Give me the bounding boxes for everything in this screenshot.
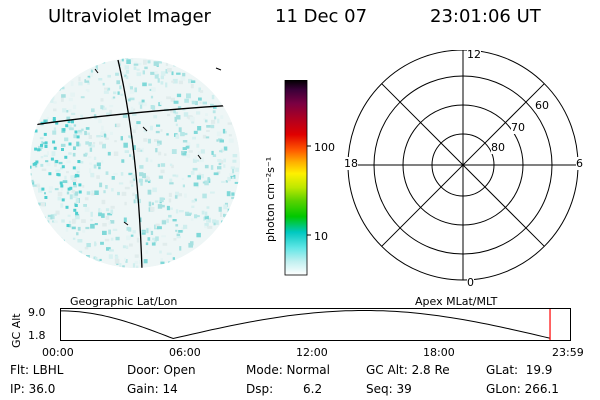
auroral-image — [30, 58, 240, 268]
geo-longitude-status: GLon: 266.1 — [486, 382, 559, 396]
image-time: 23:01:06 UT — [430, 6, 541, 27]
dsp-value: 6.2 — [303, 382, 323, 396]
color-scale-bar — [284, 80, 311, 276]
y-tick-9: 9.0 — [28, 306, 46, 319]
gain-status: Gain: 14 — [127, 382, 178, 396]
mode-status: Mode: Normal — [246, 363, 330, 377]
colorbar-unit-label: photon cm⁻²s⁻¹ — [264, 156, 277, 242]
longitude-line — [117, 59, 143, 268]
mlt-label-dawn: 6 — [576, 157, 583, 170]
x-tick-1800: 18:00 — [423, 346, 455, 359]
instrument-title: Ultraviolet Imager — [48, 6, 211, 27]
mlt-label-dusk: 18 — [344, 157, 358, 170]
x-tick-1200: 12:00 — [296, 346, 328, 359]
mlat-label-80: 80 — [491, 141, 505, 154]
mlat-label-70: 70 — [511, 121, 525, 134]
orbit-altitude-plot — [60, 308, 571, 341]
sequence-status: Seq: 39 — [366, 382, 412, 396]
filter-status: Flt: LBHL — [10, 363, 64, 377]
mlat-label-60: 60 — [535, 99, 549, 112]
dsp-label: Dsp: — [246, 382, 274, 396]
ip-status: IP: 36.0 — [10, 382, 56, 396]
mlt-label-midnight: 0 — [467, 276, 474, 289]
latitude-line — [30, 104, 236, 128]
colorbar-tick-100: 100 — [314, 141, 335, 154]
orbit-altitude-curve — [60, 310, 550, 340]
x-tick-2359: 23:59 — [552, 346, 584, 359]
gc-altitude-status: GC Alt: 2.8 Re — [366, 363, 450, 377]
gc-alt-axis-label: GC Alt — [10, 313, 23, 348]
door-status: Door: Open — [127, 363, 196, 377]
apex-coords-title: Apex MLat/MLT — [415, 295, 498, 308]
x-tick-0600: 06:00 — [169, 346, 201, 359]
mlt-label-noon: 12 — [467, 48, 481, 61]
x-tick-0000: 00:00 — [42, 346, 74, 359]
colorbar-tick-10: 10 — [314, 230, 328, 243]
geo-coords-title: Geographic Lat/Lon — [70, 295, 178, 308]
y-tick-1-8: 1.8 — [28, 329, 46, 342]
geo-latitude-status: GLat: 19.9 — [486, 363, 553, 377]
image-date: 11 Dec 07 — [275, 6, 368, 27]
polar-grid — [347, 50, 579, 281]
